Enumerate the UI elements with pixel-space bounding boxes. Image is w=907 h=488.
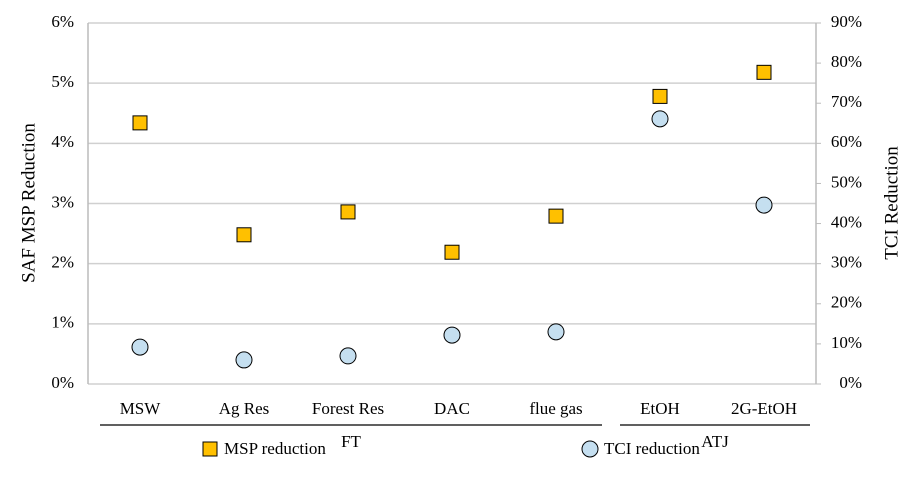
marker xyxy=(340,204,356,220)
x-tick-label: EtOH xyxy=(640,399,680,418)
x-tick-label: MSW xyxy=(120,399,162,418)
y2-tick-label: 50% xyxy=(831,172,862,191)
marker xyxy=(339,347,357,365)
marker xyxy=(443,326,461,344)
marker xyxy=(652,88,668,104)
y2-axis-title: TCI Reduction xyxy=(881,146,902,260)
legend-label: MSP reduction xyxy=(224,439,326,458)
marker xyxy=(755,196,773,214)
legend-label: TCI reduction xyxy=(604,439,700,458)
y2-tick-label: 90% xyxy=(831,12,862,31)
marker xyxy=(548,208,564,224)
y2-tick-label: 70% xyxy=(831,92,862,111)
group-label: ATJ xyxy=(701,432,729,451)
y2-tick-label: 80% xyxy=(831,52,862,71)
y-tick-label: 2% xyxy=(51,253,74,272)
y-tick-label: 0% xyxy=(51,373,74,392)
y-tick-label: 6% xyxy=(51,12,74,31)
marker xyxy=(444,244,460,260)
y2-tick-label: 20% xyxy=(831,293,862,312)
x-tick-label: flue gas xyxy=(529,399,582,418)
x-tick-label: 2G-EtOH xyxy=(731,399,797,418)
y-tick-label: 5% xyxy=(51,72,74,91)
marker xyxy=(547,323,565,341)
marker xyxy=(131,338,149,356)
y2-tick-label: 30% xyxy=(831,253,862,272)
marker xyxy=(651,110,669,128)
y2-tick-label: 10% xyxy=(831,333,862,352)
legend-marker xyxy=(581,440,599,458)
y-tick-label: 4% xyxy=(51,132,74,151)
y2-tick-label: 60% xyxy=(831,132,862,151)
y-axis-title: SAF MSP Reduction xyxy=(18,123,39,283)
y2-tick-label: 0% xyxy=(839,373,862,392)
marker xyxy=(235,351,253,369)
y2-tick-label: 40% xyxy=(831,212,862,231)
marker xyxy=(756,64,772,80)
x-tick-label: DAC xyxy=(434,399,470,418)
x-tick-label: Ag Res xyxy=(219,399,270,418)
legend-marker xyxy=(202,441,218,457)
x-tick-label: Forest Res xyxy=(312,399,384,418)
y-tick-label: 3% xyxy=(51,192,74,211)
marker xyxy=(132,115,148,131)
group-label: FT xyxy=(341,432,361,451)
marker xyxy=(236,227,252,243)
y-tick-label: 1% xyxy=(51,313,74,332)
